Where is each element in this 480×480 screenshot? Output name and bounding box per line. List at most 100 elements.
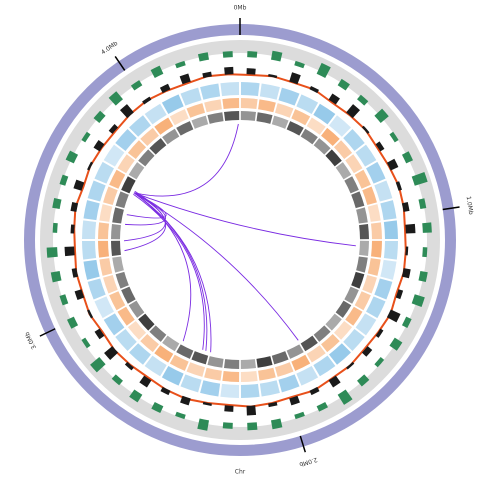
tile [274, 362, 294, 377]
tile [83, 259, 100, 280]
tile [117, 306, 135, 326]
link [133, 123, 239, 197]
histogram-bar [268, 401, 278, 408]
histogram-bar [119, 104, 134, 119]
histogram-bar [160, 386, 171, 396]
histogram-bar [124, 361, 134, 371]
histogram-bar [87, 309, 94, 319]
tile [313, 325, 331, 342]
histogram-bar [104, 346, 119, 361]
tile [154, 345, 174, 363]
tile [278, 87, 300, 106]
tile [138, 313, 155, 331]
histogram-bar [346, 361, 355, 370]
tick-mark [442, 206, 460, 211]
tile [222, 98, 240, 110]
histogram-bar [357, 374, 370, 387]
histogram-bar [59, 174, 69, 186]
histogram-bar [386, 158, 399, 171]
tile [222, 370, 240, 382]
tile [306, 345, 326, 363]
tick-mark [299, 435, 307, 453]
tile [144, 355, 167, 377]
histogram-bar [222, 422, 233, 429]
tile [356, 256, 368, 273]
histogram-bar [246, 405, 257, 416]
histogram-bar [418, 198, 427, 210]
histogram-bar [180, 395, 191, 406]
tile [111, 240, 121, 257]
chart-title: Chr [235, 469, 246, 476]
tile [103, 274, 118, 294]
tile [240, 98, 258, 110]
tile [140, 127, 159, 147]
histogram-bar [130, 80, 143, 91]
tile [103, 144, 125, 167]
histogram-bar [328, 93, 340, 105]
ideogram [24, 24, 456, 456]
tile [367, 258, 381, 276]
histogram-bar [202, 71, 212, 79]
histogram-bar [316, 62, 331, 79]
histogram-bar [159, 83, 171, 94]
histogram-bar [289, 72, 301, 85]
tile [176, 344, 194, 359]
histogram-bar [386, 309, 401, 323]
histogram-bar [139, 375, 152, 388]
tile [82, 240, 97, 260]
histogram-bar [93, 140, 105, 152]
histogram-bar [52, 197, 62, 210]
histogram-bar [411, 294, 425, 307]
tile [383, 240, 398, 260]
tile [207, 356, 224, 368]
tile [176, 121, 194, 136]
tile [115, 129, 137, 151]
tile [356, 207, 368, 224]
tile [274, 103, 294, 118]
histogram-bar [270, 50, 283, 62]
tile [129, 115, 151, 137]
histogram-bar [129, 389, 143, 403]
tile [111, 223, 121, 240]
tile [138, 149, 155, 167]
tile [271, 351, 289, 365]
tile [335, 162, 352, 180]
tick-label: 0Mb [234, 5, 247, 12]
histogram-bar [70, 202, 79, 212]
tile [383, 220, 398, 240]
histogram-bar [202, 401, 212, 406]
tile [109, 169, 126, 189]
histogram-bar [268, 74, 278, 79]
tile [240, 359, 257, 369]
tile [83, 200, 100, 221]
tile [370, 222, 382, 240]
histogram-bar [74, 289, 85, 300]
tile [374, 180, 393, 202]
tile [359, 223, 369, 240]
tile [343, 129, 365, 151]
tile [223, 111, 240, 121]
tile [94, 161, 114, 184]
tile [94, 296, 114, 319]
tile [321, 127, 340, 147]
link [125, 192, 167, 226]
tile [186, 362, 206, 377]
histogram-bar [401, 316, 412, 329]
tile [259, 380, 280, 397]
histogram-bar [411, 171, 428, 186]
histogram-bar [309, 85, 319, 94]
link [133, 192, 356, 247]
histogram-bar [375, 328, 384, 338]
histogram-bar [64, 246, 75, 257]
histogram-bar [65, 150, 79, 164]
tile [354, 169, 371, 189]
tile [162, 335, 180, 352]
tile [117, 154, 135, 174]
tile [271, 115, 289, 129]
tile [115, 191, 129, 209]
tile [115, 329, 137, 351]
tile [256, 356, 273, 368]
tile [300, 335, 318, 352]
tile [355, 144, 377, 167]
tile [240, 111, 257, 121]
